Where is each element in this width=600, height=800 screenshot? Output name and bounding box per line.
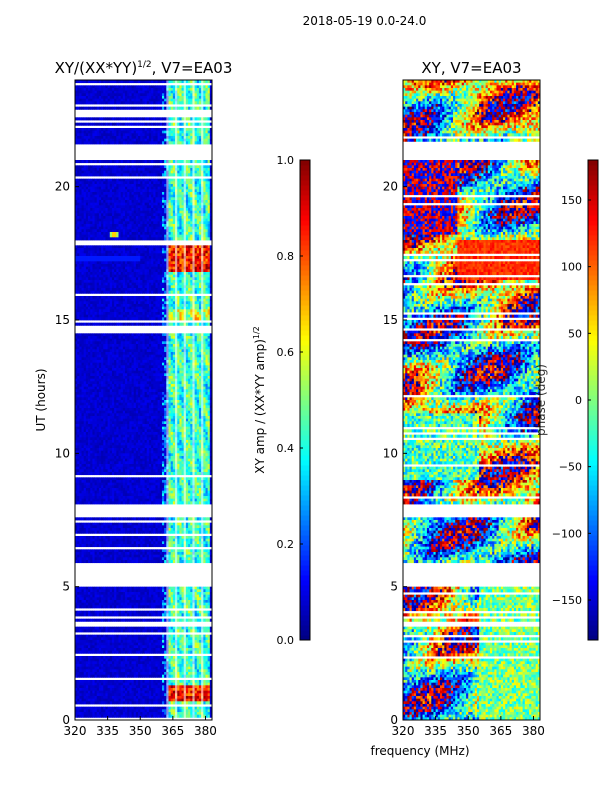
y-tick-label: 5 bbox=[390, 580, 398, 594]
colorbar-tick-label: −150 bbox=[552, 594, 582, 607]
colorbar-tick-label: 0.4 bbox=[277, 442, 295, 455]
colorbar-tick-label: 150 bbox=[561, 194, 582, 207]
x-tick-label: 380 bbox=[522, 724, 545, 738]
phase-heatmap: 320 335 350 365 380 0 5 10 15 20 bbox=[383, 79, 545, 738]
suptitle: 2018-05-19 0.0-24.0 bbox=[0, 14, 600, 28]
x-tick-label: 380 bbox=[194, 724, 217, 738]
amp-heatmap: 320 335 350 365 380 0 5 10 15 20 bbox=[55, 79, 217, 738]
x-tick-label: 350 bbox=[129, 724, 152, 738]
channel-gap bbox=[201, 80, 204, 720]
colorbar-tick-label: 0.0 bbox=[277, 634, 295, 647]
amp-title: XY/(XX*YY)1/2, V7=EA03 bbox=[55, 59, 233, 77]
y-tick-label: 15 bbox=[383, 313, 398, 327]
colorbar-frame bbox=[299, 159, 311, 641]
colorbar-tick-label: 50 bbox=[568, 327, 582, 340]
y-tick-label: 0 bbox=[390, 713, 398, 727]
channel-gap bbox=[175, 80, 178, 720]
y-tick-label: 5 bbox=[62, 580, 70, 594]
channel-gap bbox=[183, 80, 186, 720]
x-tick-label: 335 bbox=[96, 724, 119, 738]
y-tick-label: 20 bbox=[383, 180, 398, 194]
colorbar-tick-label: 1.0 bbox=[277, 154, 295, 167]
phase-colorbar: −150 −100 −50 0 50 100 150 bbox=[552, 159, 599, 641]
channel-gap bbox=[166, 80, 169, 720]
channel-gap bbox=[192, 80, 195, 720]
x-tick-label: 365 bbox=[161, 724, 184, 738]
phase-colorbar-label: phase (deg) bbox=[534, 364, 548, 436]
x-tick-label: 335 bbox=[424, 724, 447, 738]
amp-ylabel: UT (hours) bbox=[34, 368, 48, 431]
phase-title: XY, V7=EA03 bbox=[421, 59, 521, 77]
amp-colorbar: 0.0 0.2 0.4 0.6 0.8 1.0 bbox=[277, 154, 311, 647]
colorbar-tick-label: 0.2 bbox=[277, 538, 295, 551]
y-tick-label: 10 bbox=[383, 446, 398, 460]
y-tick-label: 0 bbox=[62, 713, 70, 727]
colorbar-tick-label: 100 bbox=[561, 261, 582, 274]
colorbar-tick-label: −50 bbox=[559, 461, 582, 474]
amp-colorbar-label: XY amp / (XX*YY amp)1/2 bbox=[252, 326, 267, 474]
y-tick-label: 10 bbox=[55, 446, 70, 460]
plot-frame bbox=[74, 79, 213, 721]
x-tick-label: 320 bbox=[64, 724, 87, 738]
phase-xlabel: frequency (MHz) bbox=[370, 744, 469, 758]
x-tick-label: 350 bbox=[457, 724, 480, 738]
x-tick-label: 320 bbox=[392, 724, 415, 738]
colorbar-tick-label: −100 bbox=[552, 527, 582, 540]
colorbar-tick-label: 0.8 bbox=[277, 250, 295, 263]
plot-frame bbox=[402, 79, 541, 721]
y-tick-label: 20 bbox=[55, 180, 70, 194]
colorbar-tick-label: 0 bbox=[575, 394, 582, 407]
x-tick-label: 365 bbox=[489, 724, 512, 738]
y-tick-label: 15 bbox=[55, 313, 70, 327]
colorbar-tick-label: 0.6 bbox=[277, 346, 295, 359]
